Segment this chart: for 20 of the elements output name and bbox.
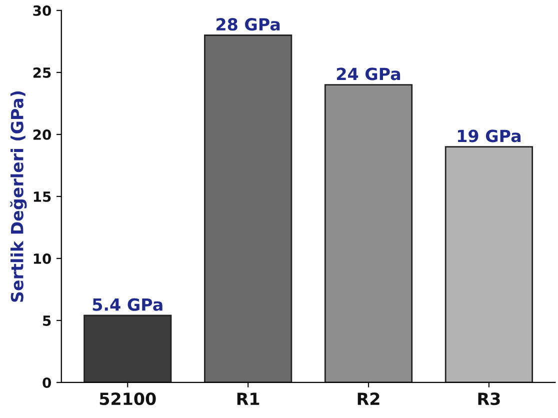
x-tick-label: 52100 xyxy=(100,392,156,406)
y-tick-label: 0 xyxy=(42,377,51,388)
x-tick-label: R3 xyxy=(478,392,500,406)
data-label: 28 GPa xyxy=(216,18,280,31)
data-label: 5.4 GPa xyxy=(92,298,162,311)
bar xyxy=(84,314,172,382)
x-tick-label: R1 xyxy=(237,392,260,405)
bar xyxy=(324,84,413,382)
bar xyxy=(444,146,534,382)
bar xyxy=(204,34,292,382)
y-tick-label: 5 xyxy=(43,316,51,326)
y-tick-label: 20 xyxy=(33,129,51,140)
y-tick-label: 10 xyxy=(34,253,51,264)
data-label: 24 GPa xyxy=(336,68,400,80)
y-tick-label: 25 xyxy=(33,67,51,78)
y-axis-title: Sertlik Değerleri (GPa) xyxy=(10,91,27,302)
data-label: 19 GPa xyxy=(458,130,521,142)
y-tick-label: 15 xyxy=(34,192,51,202)
y-tick-label: 30 xyxy=(33,5,51,16)
x-tick-label: R2 xyxy=(358,392,380,405)
